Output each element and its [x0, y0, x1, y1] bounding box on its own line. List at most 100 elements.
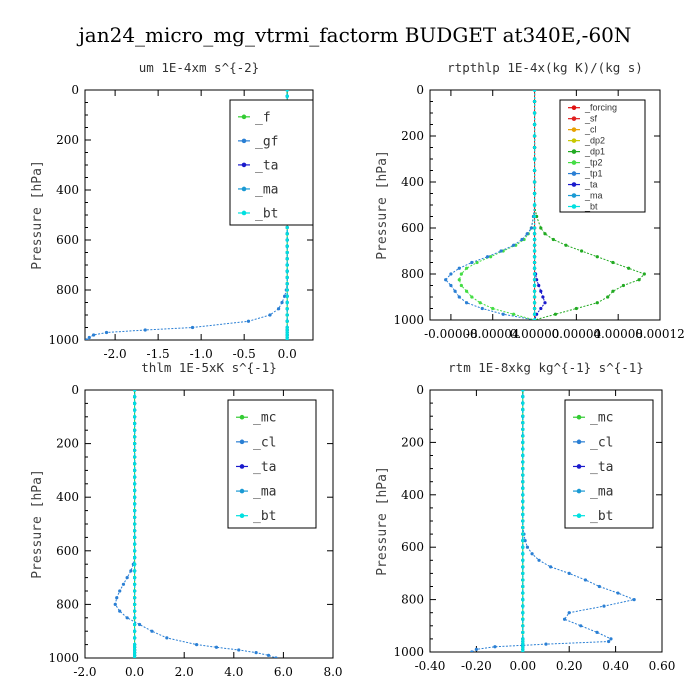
data-point	[285, 232, 289, 236]
data-point	[521, 401, 525, 405]
legend-label: _ma	[584, 191, 603, 201]
data-point	[464, 289, 469, 293]
legend-label: _ma	[255, 182, 278, 197]
y-tick-label: 400	[401, 175, 424, 189]
data-point	[470, 650, 474, 652]
data-point	[485, 255, 490, 259]
legend-marker	[571, 105, 577, 110]
data-point	[115, 596, 119, 600]
data-point	[118, 589, 122, 593]
data-point	[532, 301, 537, 305]
data-point	[133, 428, 137, 432]
data-point	[607, 639, 611, 644]
data-point	[125, 616, 129, 620]
legend-marker	[571, 138, 577, 143]
data-point	[521, 598, 525, 602]
data-point	[642, 272, 646, 276]
legend-label: _cl	[590, 435, 613, 450]
legend-marker	[571, 171, 577, 176]
data-point	[285, 263, 289, 267]
data-point	[457, 278, 461, 282]
legend-box	[229, 99, 314, 226]
data-point	[133, 645, 137, 649]
panel-title: um 1E-4xm s^{-2}	[139, 60, 259, 75]
data-point	[521, 440, 525, 444]
data-point	[521, 624, 525, 628]
data-point	[567, 611, 571, 615]
series-group	[113, 390, 278, 658]
data-point	[133, 515, 137, 519]
data-point	[87, 335, 91, 340]
y-tick-label: 0	[416, 83, 424, 97]
data-point	[532, 312, 537, 316]
y-tick-label: 400	[56, 490, 79, 504]
data-point	[551, 237, 555, 242]
legend-label: _bt	[590, 509, 613, 524]
y-axis-label: Pressure [hPa]	[375, 150, 390, 260]
x-tick-label: -0.40	[415, 659, 446, 673]
y-axis-label: Pressure [hPa]	[375, 466, 390, 576]
data-point	[133, 408, 137, 412]
data-point	[214, 645, 219, 649]
data-point	[521, 645, 525, 649]
data-point	[521, 642, 525, 646]
data-point	[474, 647, 478, 651]
y-axis-label: Pressure [hPa]	[30, 160, 45, 270]
data-point	[285, 225, 289, 230]
data-point	[195, 643, 199, 647]
data-point	[632, 598, 636, 602]
x-tick-label: 4.0	[224, 665, 243, 679]
data-point	[133, 636, 137, 640]
data-point	[457, 266, 461, 270]
data-point	[521, 565, 525, 569]
y-tick-label: 0	[416, 383, 424, 397]
data-point	[133, 643, 137, 647]
panel-title: rtpthlp 1E-4x(kg K)/(kg s)	[447, 60, 643, 75]
data-point	[521, 480, 525, 484]
legend-label: _sf	[584, 114, 598, 124]
data-point	[537, 283, 541, 288]
data-point	[579, 624, 583, 628]
data-point	[532, 145, 537, 150]
data-point	[532, 295, 537, 299]
data-point	[133, 569, 137, 573]
data-point	[453, 289, 457, 293]
data-point	[521, 447, 525, 451]
data-point	[532, 249, 537, 253]
data-point	[521, 460, 525, 464]
data-point	[480, 306, 484, 311]
data-point	[521, 394, 525, 399]
data-point	[521, 630, 525, 634]
data-point	[532, 266, 537, 270]
data-point	[532, 272, 537, 276]
data-point	[133, 596, 137, 600]
data-point	[150, 629, 154, 633]
data-point	[539, 306, 543, 311]
data-point	[521, 506, 525, 510]
data-point	[133, 609, 137, 613]
data-point	[521, 427, 525, 431]
legend-label: _cl	[584, 125, 597, 135]
data-point	[133, 421, 137, 426]
data-point	[190, 325, 195, 330]
series-group	[444, 90, 646, 320]
data-point	[532, 134, 537, 138]
legend-marker	[239, 439, 245, 445]
y-tick-label: 200	[401, 129, 424, 143]
data-point	[165, 636, 169, 640]
data-point	[133, 502, 137, 506]
y-tick-label: 1000	[48, 651, 79, 665]
data-point	[285, 338, 289, 340]
data-point	[532, 168, 537, 173]
y-tick-label: 200	[56, 133, 79, 147]
y-tick-label: 600	[401, 540, 424, 554]
data-point	[521, 591, 525, 595]
data-point	[532, 255, 537, 259]
data-point	[611, 289, 615, 293]
data-point	[268, 313, 272, 317]
y-tick-label: 600	[401, 221, 424, 235]
y-tick-label: 200	[56, 437, 79, 451]
data-point	[529, 226, 534, 230]
data-point	[276, 307, 281, 311]
